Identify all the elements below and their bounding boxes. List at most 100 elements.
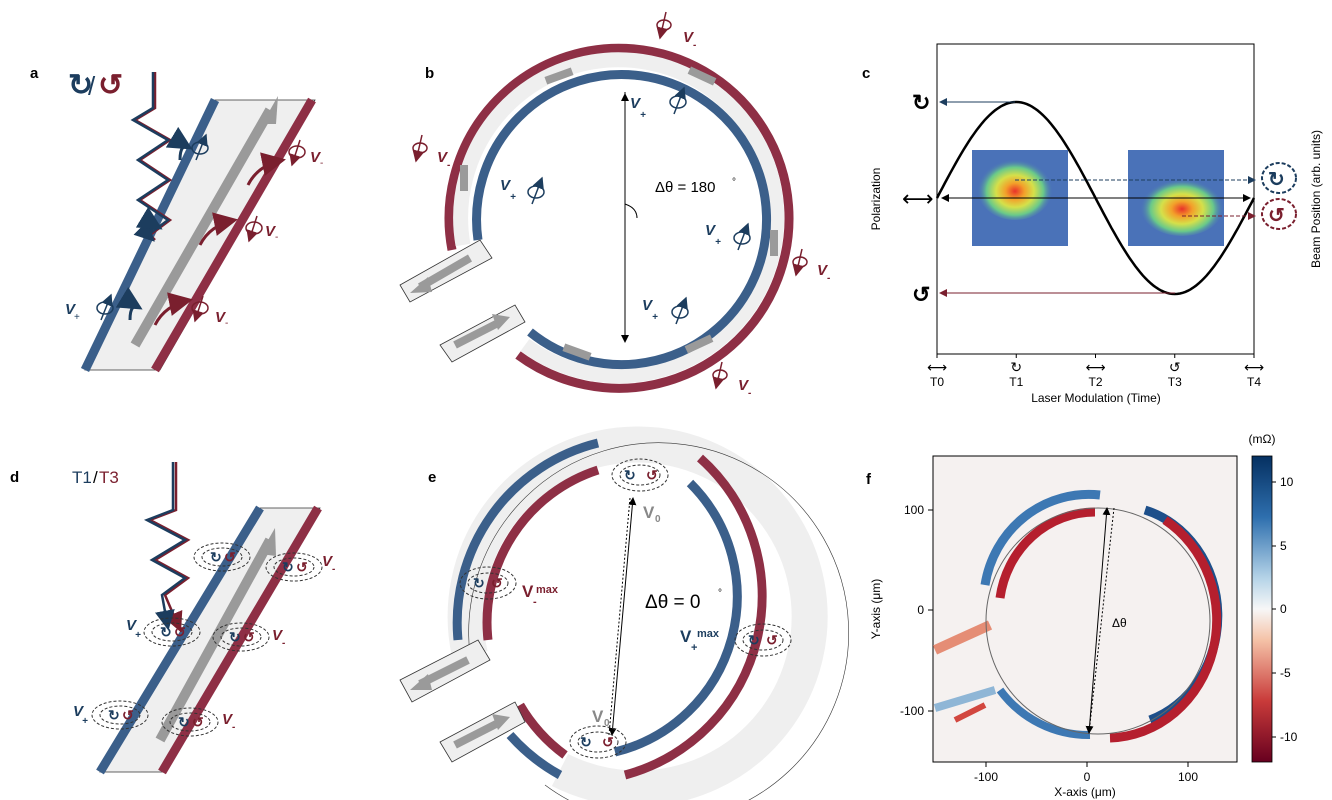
- svg-text:↻: ↻: [108, 707, 120, 723]
- svg-text:↻: ↻: [282, 559, 294, 575]
- v-labels: V- V- V- V+ V+: [73, 553, 336, 733]
- svg-text:↺: ↺: [1268, 205, 1285, 227]
- beam-spot-t3: [1140, 176, 1224, 236]
- lead-red: [932, 620, 993, 655]
- svg-text:0: 0: [655, 514, 661, 525]
- panel-label-b: b: [425, 65, 434, 82]
- spin-pair-circles: [91, 542, 323, 737]
- panel-label-e: e: [428, 469, 436, 486]
- spin-blue-3: [115, 286, 143, 321]
- svg-text:-: -: [693, 40, 697, 51]
- svg-text:V: V: [272, 627, 284, 644]
- svg-text:+: +: [135, 630, 141, 641]
- ring-current-arrows: [460, 66, 778, 361]
- panel-e: e Δθ = 0 ° ↻ ↺ ↻ ↺ ↻ ↺: [399, 426, 849, 800]
- svg-text:+: +: [715, 237, 721, 248]
- x-tick-label: 100: [1178, 770, 1198, 784]
- pol-cw-icon: ↻: [912, 90, 930, 115]
- cw-beam-icon: [1261, 162, 1297, 194]
- x-tick-label: -100: [974, 770, 998, 784]
- ccw-icon: ↺: [98, 69, 123, 102]
- svg-text:°: °: [732, 177, 736, 188]
- spin-blue-1: [165, 126, 193, 161]
- ring-inner-red: [482, 465, 600, 641]
- svg-text:↺: ↺: [646, 467, 658, 483]
- spin-pair-circles: [459, 458, 792, 759]
- legend-sep: /: [93, 468, 98, 487]
- svg-text:↻: ↻: [624, 467, 636, 483]
- spin-icon: [96, 133, 306, 323]
- cbar-tick-label: 0: [1280, 602, 1287, 616]
- legend-t1: T1: [72, 468, 92, 487]
- x-tick-label: T0: [930, 375, 944, 389]
- svg-text:V: V: [222, 711, 234, 728]
- x-tick-label: T4: [1247, 375, 1261, 389]
- spin-red-2: [198, 212, 238, 246]
- pol-ccw-icon: ↺: [912, 282, 930, 307]
- svg-text:-: -: [447, 160, 451, 171]
- svg-text:V: V: [126, 617, 138, 634]
- svg-text:↻: ↻: [160, 624, 172, 640]
- panel-label-f: f: [866, 471, 872, 488]
- ring-outer-blue: [452, 438, 600, 641]
- x-axis-label: Laser Modulation (Time): [1031, 391, 1161, 405]
- svg-text:+: +: [510, 192, 516, 203]
- delta-arrow: [1085, 507, 1111, 734]
- x-tick-symbol: ⟷: [927, 360, 947, 376]
- delta-theta-label: Δθ = 0: [645, 592, 700, 613]
- spin-red-1: [246, 152, 286, 186]
- panel-d: d T1 / T3 ↻ ↺ ↻ ↺ ↻ ↺ ↻ ↺ ↻ ↺ ↻ ↺ V- V-: [10, 462, 336, 775]
- x-tick-label: T3: [1168, 375, 1182, 389]
- ring-red: [444, 43, 794, 393]
- angle-arc: [624, 203, 638, 219]
- x-ticks: ⟷T0↻T1⟷T2↺T3⟷T4: [927, 354, 1264, 389]
- panel-label-c: c: [862, 65, 870, 82]
- x-tick-label: T2: [1088, 375, 1102, 389]
- vmax-plus-label: V: [680, 627, 692, 646]
- signal-red-right: [1109, 516, 1222, 743]
- legend-t3: T3: [99, 468, 119, 487]
- x-tick-symbol: ↺: [1169, 360, 1181, 376]
- x-tick-label: T1: [1009, 375, 1023, 389]
- diameter-arrow: [608, 497, 637, 736]
- x-axis-label: X-axis (μm): [1054, 785, 1116, 799]
- cw-icon: ↻: [68, 69, 93, 102]
- v-minus-label: V: [265, 223, 277, 240]
- v0-label-top: V: [643, 503, 655, 522]
- svg-text:↺: ↺: [192, 714, 204, 730]
- y-axis-label: Polarization: [869, 168, 883, 231]
- svg-text:-: -: [748, 388, 752, 399]
- svg-text:-: -: [533, 596, 537, 608]
- svg-text:↻: ↻: [178, 714, 190, 730]
- svg-text:↺: ↺: [174, 624, 186, 640]
- svg-text:+: +: [640, 110, 646, 121]
- y-tick-label: -100: [900, 704, 924, 718]
- y-axis-label: Y-axis (μm): [869, 579, 883, 639]
- y-tick-label: 0: [917, 603, 924, 617]
- in-arrow: [453, 318, 502, 349]
- spin-pair-icons: ↻ ↺ ↻ ↺ ↻ ↺ ↻ ↺: [473, 467, 778, 750]
- colorbar-ticks: 10 5 0 -5 -10: [1272, 475, 1298, 744]
- svg-text:-: -: [827, 273, 831, 284]
- panel-c: c ↻ ↺ ⟷ Polarization Beam Position (arb.…: [862, 43, 1323, 405]
- svg-text:V: V: [437, 149, 449, 166]
- right-axis-label: Beam Position (arb. units): [1309, 130, 1323, 268]
- svg-text:↻: ↻: [1268, 169, 1285, 191]
- panel-b: b Δθ = 180 ° V+ V+ V+ V+: [399, 11, 831, 399]
- beam-spot-t1: [977, 156, 1053, 220]
- svg-text:max: max: [536, 584, 559, 596]
- svg-text:↺: ↺: [296, 559, 308, 575]
- colorbar: [1251, 455, 1273, 763]
- svg-text:V: V: [630, 95, 642, 112]
- svg-text:↺: ↺: [766, 632, 778, 648]
- map-frame: [932, 455, 1238, 763]
- spin-blue-2: [135, 206, 163, 241]
- y-tick-label: 100: [904, 503, 924, 517]
- svg-text:V: V: [642, 297, 654, 314]
- ring-inner-blue: [613, 479, 742, 757]
- lead-blue: [933, 686, 997, 712]
- svg-text:V: V: [73, 703, 85, 720]
- delta-theta-label: Δθ: [1112, 616, 1127, 630]
- signal-red-left: [995, 507, 1096, 599]
